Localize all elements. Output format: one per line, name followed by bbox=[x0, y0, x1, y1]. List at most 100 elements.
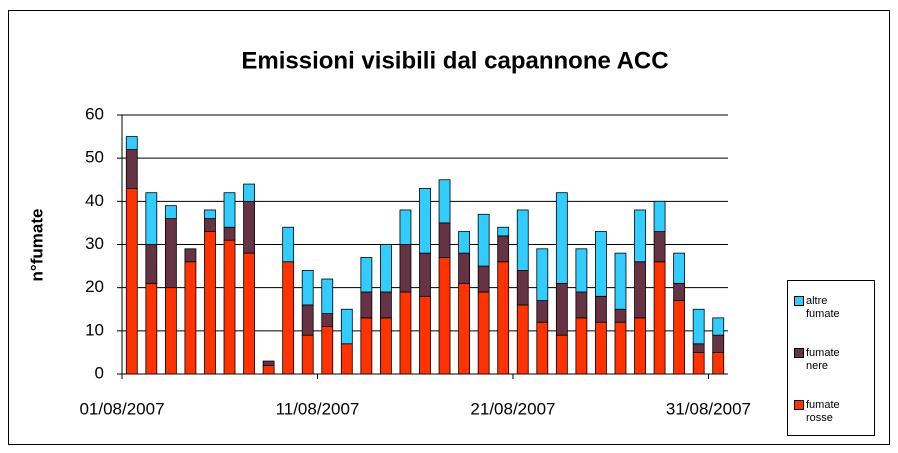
bar-segment bbox=[477, 213, 490, 267]
bar-segment bbox=[321, 326, 334, 375]
bar-segment bbox=[536, 300, 549, 323]
bar-segment bbox=[360, 291, 373, 319]
x-tick-label: 11/08/2007 bbox=[276, 399, 360, 418]
bar-segment bbox=[301, 269, 314, 306]
legend-label: fumate nere bbox=[806, 347, 840, 372]
bar-segment bbox=[145, 244, 158, 284]
legend-swatch bbox=[794, 348, 804, 358]
bar-segment bbox=[692, 352, 705, 375]
bar-segment bbox=[516, 209, 529, 271]
bar-segment bbox=[282, 261, 295, 375]
bar-segment bbox=[614, 308, 627, 323]
bar-segment bbox=[712, 352, 725, 375]
bar-segment bbox=[125, 149, 138, 189]
y-tick-label: 60 bbox=[85, 104, 104, 123]
bar-segment bbox=[438, 257, 451, 375]
bar-segment bbox=[380, 317, 392, 375]
bar-segment bbox=[184, 248, 197, 263]
bar-segment bbox=[634, 261, 646, 319]
bar-segment bbox=[301, 334, 314, 375]
bar-segment bbox=[340, 308, 353, 345]
bar-segment bbox=[673, 282, 686, 302]
bar-segment bbox=[614, 252, 627, 310]
y-tick-label: 0 bbox=[95, 363, 104, 382]
legend-swatch bbox=[794, 296, 804, 306]
bar-segment bbox=[399, 291, 412, 375]
bar-segment bbox=[223, 192, 236, 228]
bar-segment bbox=[204, 209, 216, 219]
bar-segment bbox=[164, 287, 177, 375]
bar-segment bbox=[653, 261, 666, 375]
bar-segment bbox=[419, 252, 431, 297]
bar-segment bbox=[438, 179, 451, 224]
legend-label: fumate rosse bbox=[806, 399, 840, 424]
legend-swatch bbox=[794, 400, 804, 410]
bar-segment bbox=[380, 291, 392, 319]
bar-segment bbox=[164, 205, 177, 219]
bar-segment bbox=[673, 300, 686, 375]
bar-segment bbox=[262, 364, 275, 375]
bar-segment bbox=[340, 343, 353, 375]
bar-segment bbox=[458, 252, 470, 284]
bar-segment bbox=[575, 291, 588, 319]
legend: altre fumate fumate nere fumate rosse bbox=[787, 280, 875, 436]
bar-segment bbox=[634, 317, 646, 375]
bar-segment bbox=[223, 239, 236, 375]
bar-segment bbox=[243, 252, 255, 375]
bar-segment bbox=[477, 291, 490, 375]
bar-segment bbox=[555, 282, 568, 336]
bar-segment bbox=[575, 248, 588, 293]
bar-segment bbox=[243, 183, 255, 202]
bar-segment bbox=[399, 244, 412, 293]
bar-segment bbox=[555, 192, 568, 284]
bar-segment bbox=[595, 295, 607, 323]
bar-segment bbox=[458, 231, 470, 254]
bar-segment bbox=[614, 321, 627, 375]
x-tick-label: 21/08/2007 bbox=[470, 399, 555, 418]
y-axis-label: n°fumate bbox=[27, 209, 46, 282]
bar-segment bbox=[516, 269, 529, 306]
bar-segment bbox=[204, 231, 216, 375]
bar-segment bbox=[595, 321, 607, 375]
bar-segment bbox=[419, 295, 431, 375]
bar-segment bbox=[536, 321, 549, 375]
bar-segment bbox=[712, 317, 725, 336]
bar-segment bbox=[438, 222, 451, 258]
bar-segment bbox=[360, 257, 373, 293]
bar-segment bbox=[712, 334, 725, 353]
y-tick-label: 40 bbox=[85, 191, 104, 210]
bar-segment bbox=[692, 308, 705, 345]
bar-segment bbox=[125, 187, 138, 375]
bar-segment bbox=[184, 261, 197, 375]
x-tick-label: 01/08/2007 bbox=[79, 399, 164, 418]
bar-segment bbox=[243, 200, 255, 254]
bar-segment bbox=[673, 252, 686, 284]
bar-segment bbox=[145, 282, 158, 375]
bar-segment bbox=[497, 261, 510, 375]
chart-title: Emissioni visibili dal capannone ACC bbox=[241, 47, 668, 74]
bar-segment bbox=[321, 313, 334, 327]
bar-segment bbox=[536, 248, 549, 302]
bar-segment bbox=[692, 343, 705, 353]
x-tick-label: 31/08/2007 bbox=[666, 399, 751, 418]
bar-segment bbox=[282, 226, 295, 263]
bar-segment bbox=[419, 187, 431, 254]
bar-segment bbox=[321, 278, 334, 314]
bar-segment bbox=[125, 136, 138, 150]
bar-segment bbox=[380, 244, 392, 293]
bar-segment bbox=[634, 209, 646, 263]
bar-segment bbox=[301, 304, 314, 336]
bar-segment bbox=[595, 231, 607, 297]
y-tick-label: 50 bbox=[85, 148, 104, 167]
bar-segment bbox=[477, 265, 490, 293]
bar-segment bbox=[399, 209, 412, 245]
bar-segment bbox=[497, 235, 510, 263]
y-tick-label: 10 bbox=[85, 320, 104, 339]
bar-segment bbox=[497, 226, 510, 237]
bar-segment bbox=[223, 226, 236, 241]
y-tick-label: 30 bbox=[85, 234, 104, 253]
bar-segment bbox=[164, 218, 177, 289]
bar-segment bbox=[145, 192, 158, 245]
